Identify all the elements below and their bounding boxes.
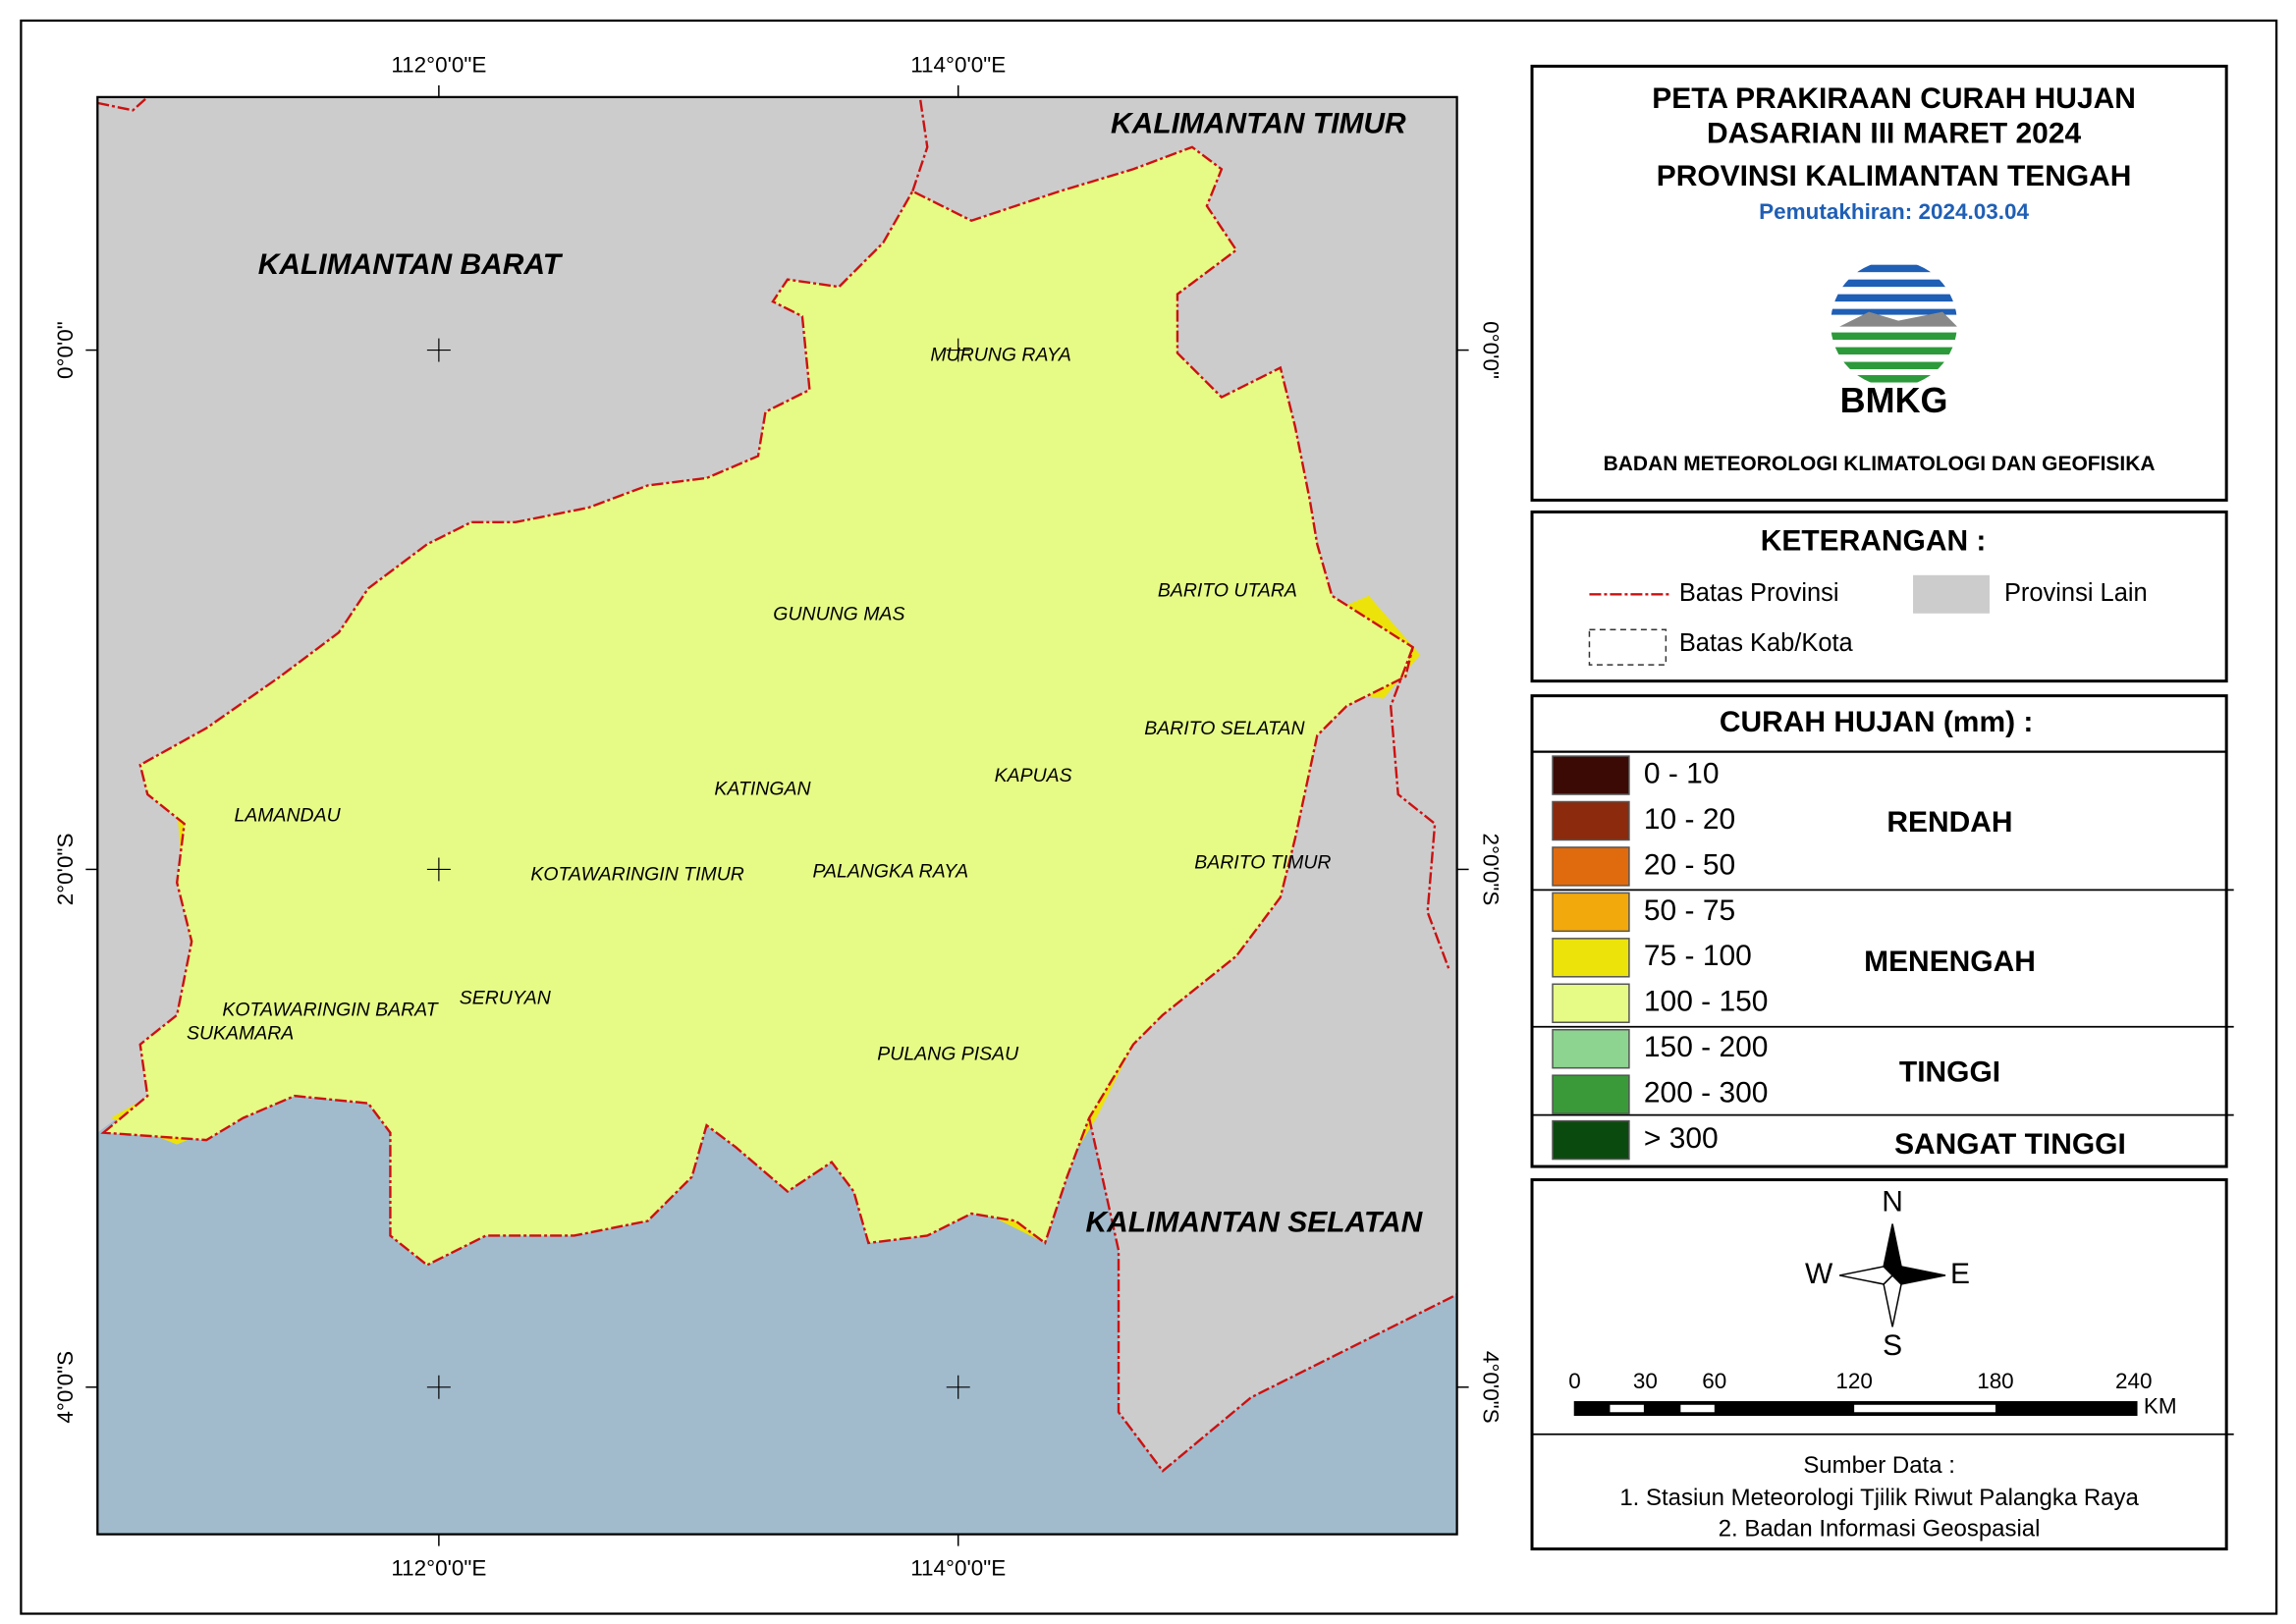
rainfall-swatch [1552, 938, 1630, 978]
map-title: PETA PRAKIRAAN CURAH HUJAN [1652, 82, 2136, 115]
rainfall-range: > 300 [1644, 1122, 1719, 1155]
rainfall-box [1530, 694, 2228, 1168]
logo-text: BMKG [1840, 380, 1948, 420]
map-frame [96, 95, 1458, 1536]
rainfall-swatch [1552, 1074, 1630, 1114]
rainfall-swatch [1552, 983, 1630, 1023]
rainfall-swatch [1552, 800, 1630, 841]
longitude-label: 114°0'0"E [910, 1556, 1006, 1581]
sheet-border [20, 19, 2278, 1615]
source-item: 2. Badan Informasi Geospasial [1719, 1515, 2041, 1542]
region-label: LAMANDAU [234, 805, 341, 827]
rainfall-range: 0 - 10 [1644, 757, 1720, 789]
longitude-label: 112°0'0"E [391, 1556, 486, 1581]
map-title: DASARIAN III MARET 2024 [1707, 118, 2081, 150]
scale-label: 120 [1835, 1369, 1873, 1393]
compass-w: W [1805, 1258, 1833, 1290]
rainfall-swatch [1552, 1119, 1630, 1161]
latitude-label: 2°0'0"S [53, 834, 78, 906]
graticule-cross [426, 338, 451, 362]
map-area [96, 95, 1458, 1536]
scale-label: 0 [1568, 1369, 1580, 1393]
region-label: KOTAWARINGIN TIMUR [530, 864, 743, 886]
region-label: KATINGAN [714, 779, 811, 800]
rainfall-swatch [1552, 1028, 1630, 1069]
latitude-label: 4°0'0"S [53, 1351, 78, 1424]
graticule-cross [946, 338, 970, 362]
latitude-label: 2°0'0"S [1479, 834, 1503, 906]
rainfall-range: 100 - 150 [1644, 986, 1769, 1018]
rainfall-range: 75 - 100 [1644, 940, 1752, 972]
compass-e: E [1950, 1258, 1970, 1290]
region-label: SUKAMARA [187, 1022, 294, 1044]
scale-label: 30 [1633, 1369, 1658, 1393]
rainfall-range: 10 - 20 [1644, 803, 1735, 836]
graticule-cross [426, 857, 451, 882]
agency-name: BADAN METEOROLOGI KLIMATOLOGI DAN GEOFIS… [1604, 453, 2156, 475]
latitude-label: 0°0'0" [1479, 321, 1503, 379]
province-label: KALIMANTAN TIMUR [1111, 107, 1406, 139]
rainfall-title: CURAH HUJAN (mm) : [1720, 706, 2034, 738]
rainfall-range: 200 - 300 [1644, 1077, 1769, 1110]
update-date: Pemutakhiran: 2024.03.04 [1759, 199, 2029, 224]
scale-label: 240 [2115, 1369, 2153, 1393]
rainfall-range: 50 - 75 [1644, 894, 1735, 927]
longitude-label: 112°0'0"E [391, 52, 486, 77]
region-label: PALANGKA RAYA [812, 861, 968, 883]
province-label: KALIMANTAN SELATAN [1085, 1206, 1423, 1238]
region-label: GUNUNG MAS [773, 603, 904, 624]
region-label: BARITO UTARA [1158, 579, 1297, 601]
rainfall-category: MENENGAH [1864, 946, 2036, 978]
region-label: PULANG PISAU [877, 1043, 1019, 1064]
regency-border-symbol [1588, 628, 1667, 666]
legend-box [1530, 510, 2228, 683]
province-border [97, 95, 1458, 1473]
rainfall-swatch [1552, 846, 1630, 887]
rainfall-category: RENDAH [1886, 806, 2012, 839]
rainfall-range: 150 - 200 [1644, 1031, 1769, 1063]
graticule-cross [426, 1375, 451, 1399]
compass-n: N [1882, 1185, 1903, 1218]
rainfall-range: 20 - 50 [1644, 848, 1735, 881]
scale-label: 180 [1977, 1369, 2014, 1393]
region-label: KOTAWARINGIN BARAT [222, 999, 439, 1020]
region-label: BARITO SELATAN [1144, 718, 1305, 739]
graticule-cross [946, 1375, 970, 1399]
region-label: MURUNG RAYA [930, 345, 1071, 366]
region-label: BARITO TIMUR [1194, 852, 1331, 874]
legend-title: KETERANGAN : [1761, 525, 1987, 558]
rainfall-category: SANGAT TINGGI [1894, 1128, 2126, 1161]
sources-title: Sumber Data : [1803, 1452, 1955, 1479]
province-label: KALIMANTAN BARAT [258, 248, 564, 281]
longitude-label: 114°0'0"E [910, 52, 1006, 77]
info-box [1530, 1178, 2228, 1551]
compass-s: S [1883, 1329, 1902, 1362]
region-label: SERUYAN [460, 987, 552, 1008]
region-label: KAPUAS [995, 765, 1072, 786]
latitude-label: 0°0'0" [53, 321, 78, 379]
scale-unit: KM [2144, 1394, 2177, 1419]
north-arrow [1839, 1223, 1946, 1327]
source-item: 1. Stasiun Meteorologi Tjilik Riwut Pala… [1619, 1485, 2139, 1511]
rainfall-category: TINGGI [1899, 1056, 2000, 1089]
scale-label: 60 [1702, 1369, 1726, 1393]
map-title: PROVINSI KALIMANTAN TENGAH [1657, 160, 2132, 192]
legend-item: Batas Kab/Kota [1679, 629, 1854, 657]
rainfall-swatch [1552, 755, 1630, 795]
title-box [1530, 64, 2228, 502]
sea [97, 1096, 1457, 1535]
legend-item: Provinsi Lain [2004, 579, 2148, 607]
latitude-label: 4°0'0"S [1479, 1351, 1503, 1424]
other-province-symbol [1913, 574, 1990, 614]
scale-bar [1573, 1401, 2138, 1417]
legend-item: Batas Provinsi [1679, 579, 1839, 607]
rainfall-swatch [1552, 892, 1630, 933]
